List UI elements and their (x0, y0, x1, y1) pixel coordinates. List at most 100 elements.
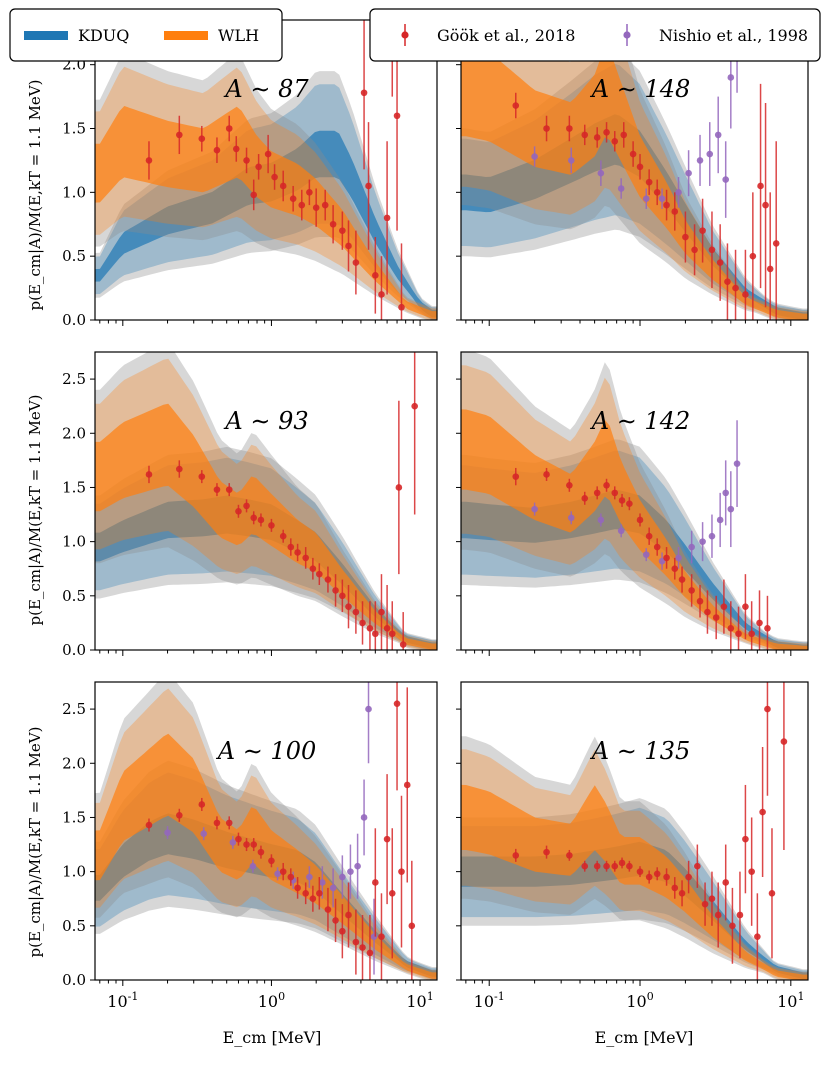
gook-point (316, 890, 323, 897)
gook-point (176, 131, 183, 139)
gook-point (603, 862, 610, 870)
gook-point (708, 895, 716, 903)
kduq-band-68 (95, 130, 437, 318)
gook-point (742, 603, 749, 610)
kduq-band-68 (461, 841, 808, 979)
gook-point (611, 137, 619, 145)
gook-point (264, 150, 272, 158)
gook-point (225, 125, 233, 132)
nishio-point (597, 169, 605, 177)
gook-point (581, 862, 589, 870)
nishio-point (727, 505, 735, 513)
gook-point (324, 576, 332, 583)
panel-bottom-right: 10-1 100 101 A ∼ 135 (456, 681, 809, 1011)
ytick-label: 2.5 (62, 700, 86, 718)
gook-point (768, 890, 776, 897)
legend-models-box (9, 8, 283, 62)
gook-point (324, 906, 332, 913)
gook-point (636, 163, 644, 171)
gook-point (398, 303, 405, 311)
gook-point (712, 614, 720, 621)
ylabel-top: p(E_cm|A)/M(E,kT = 1.1 MeV) (26, 80, 44, 311)
wlh-band-68 (95, 733, 437, 979)
panel-top-right: A ∼ 148 (456, 19, 809, 326)
gook-point (581, 131, 589, 139)
plot-area (95, 352, 437, 650)
nishio-point (688, 543, 695, 551)
gook-point (250, 841, 258, 848)
ytick-label: 0.5 (62, 917, 86, 935)
ytick-label: 2.0 (62, 424, 86, 442)
gook-point (566, 125, 573, 132)
nishio-point (733, 460, 741, 467)
gook-point (704, 608, 711, 616)
gook-point (671, 208, 679, 215)
panel-bottom-left: 0.0 0.5 1.0 1.5 2.0 2.5 10-1 100 101 A ∼ 100 (62, 681, 438, 1011)
wlh-band-68 (461, 409, 808, 650)
gook-point (678, 890, 686, 897)
gook-point (629, 150, 637, 158)
gook-point (714, 911, 722, 919)
wlh-band-68 (95, 403, 437, 650)
gook-point (756, 619, 763, 627)
gook-point (699, 227, 706, 234)
gook-point (339, 927, 346, 935)
gook-point (294, 884, 301, 892)
gook-point (671, 884, 679, 892)
nishio-point (617, 185, 625, 192)
ytick-label: 0.5 (62, 247, 86, 265)
gook-point (764, 625, 771, 632)
gook-point (618, 859, 626, 867)
nishio-point (567, 514, 575, 522)
gook-point (339, 592, 346, 600)
gook-point (603, 129, 610, 136)
gook-point (383, 835, 391, 843)
gook-point (757, 182, 764, 190)
nishio-point (319, 879, 326, 886)
gook-point (727, 625, 735, 632)
gook-point (393, 700, 401, 707)
wlh-band-68 (461, 44, 808, 320)
gook-point (742, 835, 749, 843)
gook-point (232, 145, 240, 153)
gook-point (255, 163, 262, 171)
gook-point (653, 870, 661, 878)
gook-point (754, 933, 761, 940)
kduq-band-68 (95, 813, 437, 977)
xtick-label: 100 (626, 990, 653, 1011)
gook-point (145, 471, 153, 478)
kduq-swatch (24, 31, 68, 40)
gook-point (636, 868, 644, 875)
axes-frame (94, 351, 438, 651)
axes-frame (460, 351, 809, 651)
gook-point (543, 125, 550, 132)
nishio-point (675, 554, 682, 562)
ytick-label: 2.0 (62, 754, 86, 772)
gook-point (772, 240, 780, 247)
gook-point (294, 549, 301, 556)
gook-point (678, 576, 686, 583)
gook-point (383, 214, 391, 222)
gook-point (345, 242, 352, 250)
nishio-point (531, 153, 538, 160)
gook-point (316, 570, 323, 578)
legend-marker-dot (623, 31, 631, 39)
gook-point (748, 868, 755, 875)
ytick-label: 2.5 (62, 370, 86, 388)
gook-point (566, 481, 573, 489)
ytick-label: 1.0 (62, 863, 86, 881)
legend-gook-label: Göök et al., 2018 (437, 26, 575, 45)
nishio-point (727, 74, 735, 81)
axes-frame (94, 681, 438, 981)
gook-point (352, 608, 360, 616)
nishio-marker-icon (623, 24, 631, 46)
gook-point (653, 543, 661, 551)
ytick-label: 0.0 (62, 641, 86, 659)
xlabel-left: E_cm [MeV] (223, 1028, 322, 1047)
nishio-point (229, 839, 237, 846)
gook-point (287, 873, 295, 881)
nishio-point (329, 884, 337, 892)
gook-point (716, 259, 724, 266)
nishio-point (531, 505, 538, 513)
